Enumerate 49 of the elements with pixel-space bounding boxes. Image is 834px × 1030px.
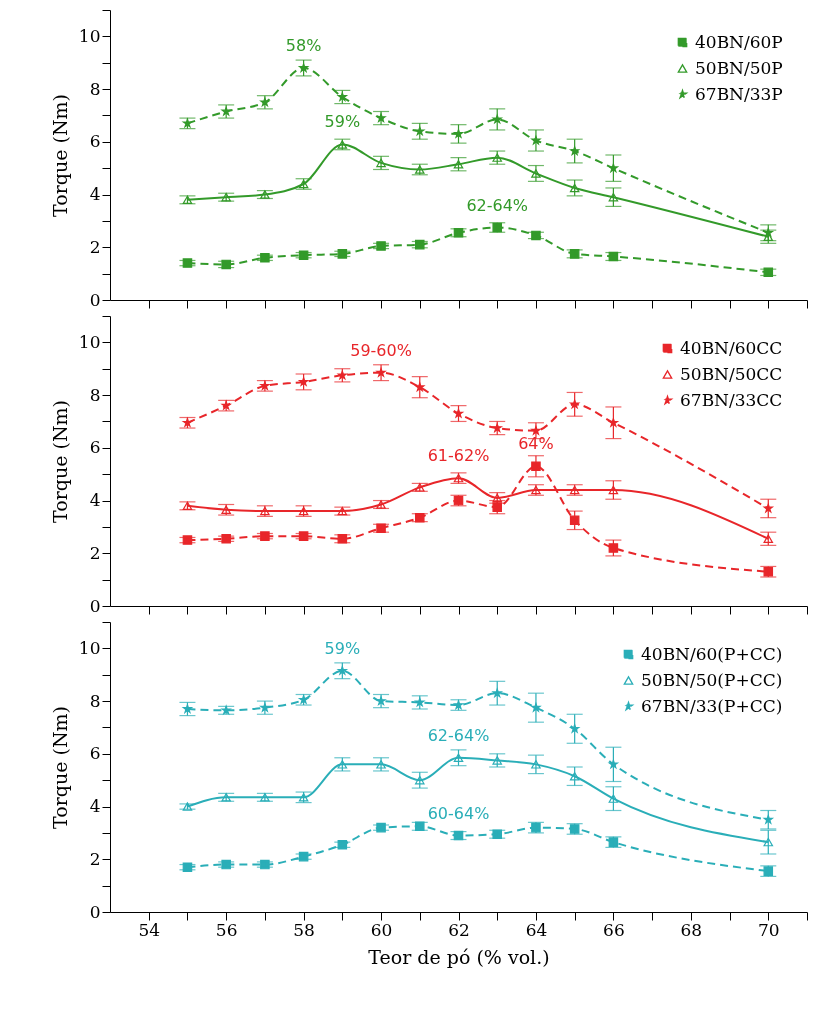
annotation: 61-62% [427, 446, 490, 466]
x-tick-label: 68 [680, 919, 703, 940]
y-tick-label: 4 [89, 490, 101, 511]
x-tick-label: 62 [448, 919, 470, 940]
legend-label: 40BN/60CC [680, 337, 783, 358]
annotation: 60-64% [427, 803, 490, 823]
legend-label: 40BN/60P [695, 31, 783, 52]
annotation: 58% [285, 36, 322, 55]
legend-label: 67BN/33P [695, 83, 783, 104]
y-tick-label: 2 [89, 542, 101, 563]
y-tick-label: 0 [89, 289, 101, 310]
x-tick-label: 56 [215, 919, 238, 940]
legend-label: 50BN/50(P+CC) [641, 669, 783, 690]
x-axis-title: Teor de pó (% vol.) [368, 945, 550, 968]
legend-label: 40BN/60(P+CC) [641, 643, 783, 664]
x-tick-label: 58 [293, 919, 315, 940]
annotation: 59% [324, 112, 361, 132]
annotation: 62-64% [427, 725, 490, 745]
legend-label: 67BN/33(P+CC) [641, 695, 783, 716]
y-tick-label: 8 [89, 690, 101, 711]
x-tick-label: 54 [138, 919, 161, 940]
y-tick-label: 8 [89, 384, 101, 405]
y-tick-label: 6 [89, 131, 101, 152]
y-tick-label: 0 [89, 901, 101, 922]
legend-label: 50BN/50CC [680, 363, 783, 384]
y-axis-title: Torque (Nm) [48, 400, 71, 523]
y-tick-label: 10 [78, 331, 101, 352]
y-tick-label: 2 [89, 236, 101, 257]
x-tick-label: 60 [370, 919, 393, 940]
y-tick-label: 8 [89, 78, 101, 99]
annotation: 59-60% [350, 340, 412, 360]
annotation: 64% [518, 434, 554, 454]
legend-label: 50BN/50P [695, 57, 783, 78]
annotation: 62-64% [466, 195, 529, 215]
y-tick-label: 10 [78, 637, 101, 658]
y-tick-label: 2 [89, 848, 101, 869]
annotation: 59% [324, 638, 361, 658]
x-tick-label: 66 [603, 919, 625, 940]
y-tick-label: 6 [89, 437, 101, 458]
y-axis-title: Torque (Nm) [48, 706, 71, 829]
y-tick-label: 0 [89, 595, 101, 616]
legend-label: 67BN/33CC [680, 389, 783, 410]
y-tick-label: 6 [89, 743, 101, 764]
x-tick-label: 70 [757, 919, 780, 940]
y-tick-label: 10 [78, 25, 101, 46]
y-tick-label: 4 [89, 184, 101, 205]
x-tick-label: 64 [525, 919, 548, 940]
y-axis-title: Torque (Nm) [48, 94, 71, 217]
y-tick-label: 4 [89, 796, 101, 817]
